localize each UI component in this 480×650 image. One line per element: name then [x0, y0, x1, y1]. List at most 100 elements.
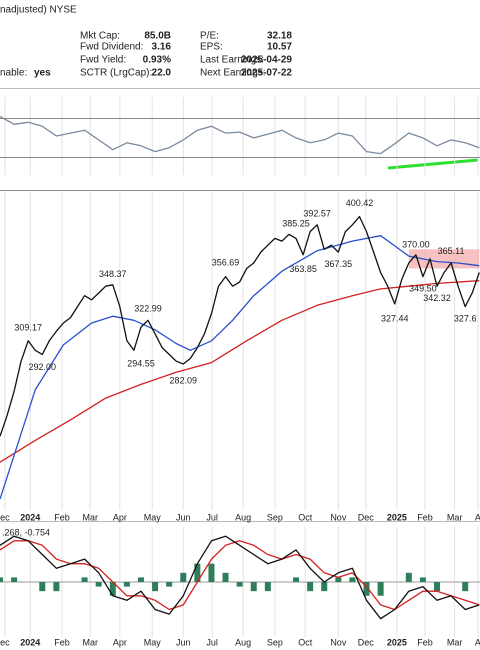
- histogram-bar: [363, 582, 370, 596]
- x-tick-label: Feb: [417, 637, 433, 647]
- x-tick-label: Dec: [358, 637, 375, 647]
- exchange: nadjusted) NYSE: [0, 5, 77, 16]
- price-annotation: 367.35: [325, 259, 353, 269]
- field-label: Last Earnings:: [200, 55, 264, 66]
- x-tick-label: 2025: [387, 637, 407, 647]
- x-tick-label: ec: [0, 637, 10, 647]
- field-label: EPS:: [200, 42, 223, 53]
- field-value: 2025-04-29: [241, 55, 293, 66]
- optionable-label: nable:: [0, 68, 27, 79]
- x-tick-label: ec: [0, 512, 10, 522]
- x-tick-label: Feb: [417, 512, 433, 522]
- field-label: Fwd Yield:: [80, 55, 126, 66]
- x-tick-label: A: [475, 512, 480, 522]
- price-annotation: 282.09: [169, 375, 197, 385]
- histogram-bar: [222, 572, 229, 582]
- histogram-bar: [109, 582, 116, 596]
- field-value: 10.57: [267, 42, 292, 53]
- histogram-bar: [349, 577, 356, 582]
- x-tick-label: Nov: [330, 637, 347, 647]
- x-tick-label: A: [475, 637, 480, 647]
- histogram-bar: [166, 582, 173, 587]
- field-label: P/E:: [200, 31, 219, 42]
- price-annotation: 349.50: [409, 283, 437, 293]
- x-tick-label: Feb: [54, 637, 70, 647]
- x-tick-label: Feb: [54, 512, 70, 522]
- x-tick-label: Jul: [206, 637, 218, 647]
- divider: [0, 88, 480, 89]
- price-annotation: 385.25: [282, 219, 310, 229]
- divider: [0, 521, 480, 522]
- x-tick-label: Aug: [235, 512, 251, 522]
- histogram-bar: [81, 577, 88, 582]
- x-tick-label: Mar: [447, 512, 463, 522]
- histogram-bar: [180, 572, 187, 582]
- histogram-bar: [434, 582, 441, 592]
- histogram-bar: [405, 572, 412, 582]
- x-tick-label: Oct: [298, 637, 313, 647]
- series-line: [0, 535, 480, 620]
- field-label: Next Earnings:: [200, 68, 266, 79]
- histogram-bar: [11, 577, 18, 582]
- price-annotation: 322.99: [134, 304, 162, 314]
- histogram-bar: [137, 577, 144, 582]
- field-label: Fwd Dividend:: [80, 42, 143, 53]
- x-tick-label: Sep: [267, 512, 283, 522]
- x-tick-label: 2024: [20, 637, 40, 647]
- histogram-bar: [95, 582, 102, 587]
- price-annotation: 356.69: [212, 258, 240, 268]
- histogram-bar: [264, 582, 271, 592]
- x-tick-label: Dec: [358, 512, 375, 522]
- histogram-bar: [152, 582, 159, 592]
- histogram-bar: [250, 582, 257, 592]
- x-tick-label: Apr: [113, 637, 127, 647]
- x-tick-label: 2025: [387, 512, 407, 522]
- field-value: 22.0: [152, 68, 172, 79]
- price-annotation: 309.17: [14, 322, 42, 332]
- histogram-bar: [236, 582, 243, 587]
- price-annotation: 294.55: [127, 358, 155, 368]
- histogram-bar: [53, 582, 60, 592]
- series-line: [0, 235, 480, 500]
- histogram-bar: [462, 582, 469, 592]
- histogram-bar: [307, 582, 314, 592]
- price-annotation: 392.57: [303, 209, 331, 219]
- x-tick-label: Nov: [330, 512, 347, 522]
- optionable-value: yes: [34, 68, 51, 79]
- x-tick-label: 2024: [20, 512, 40, 522]
- price-annotation: 370.00: [402, 239, 430, 249]
- histogram-bar: [208, 563, 215, 582]
- x-tick-label: Jun: [176, 512, 191, 522]
- price-annotation: 365.11: [438, 246, 465, 256]
- x-tick-label: May: [144, 512, 162, 522]
- divider: [0, 190, 480, 191]
- histogram-bar: [0, 577, 3, 582]
- x-tick-label: Aug: [235, 637, 251, 647]
- x-tick-label: Oct: [298, 512, 313, 522]
- field-value: 0.93%: [143, 55, 171, 66]
- x-tick-label: Sep: [267, 637, 283, 647]
- price-annotation: 327.44: [381, 314, 409, 324]
- series-line: [0, 280, 480, 463]
- x-tick-label: Apr: [113, 512, 127, 522]
- trend-line: [387, 158, 479, 170]
- histogram-bar: [39, 582, 46, 592]
- x-tick-label: Mar: [82, 637, 98, 647]
- series-line: [0, 215, 480, 437]
- price-annotation: 342.32: [423, 293, 451, 303]
- field-value: 2025-07-22: [241, 68, 293, 79]
- price-annotation: 363.85: [289, 264, 317, 274]
- macd-values: .268, -0.754: [2, 527, 50, 537]
- field-label: Mkt Cap:: [80, 31, 120, 42]
- price-annotation: 327.6: [454, 313, 477, 323]
- x-tick-label: Jul: [206, 512, 218, 522]
- price-annotation: 292.00: [29, 362, 57, 372]
- x-tick-label: Mar: [447, 637, 463, 647]
- price-annotation: 348.37: [99, 269, 127, 279]
- field-value: 85.0B: [144, 31, 171, 42]
- histogram-bar: [194, 563, 201, 582]
- series-line: [0, 540, 480, 611]
- histogram-bar: [293, 577, 300, 582]
